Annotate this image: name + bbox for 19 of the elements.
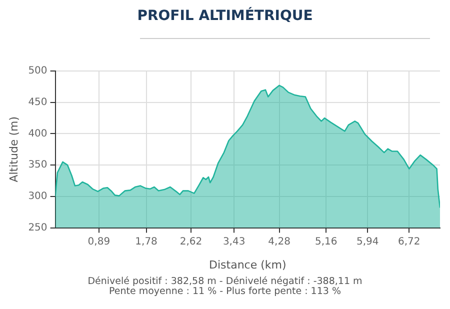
x-tick-label: 4,28: [268, 236, 290, 248]
y-tick-label: 300: [28, 191, 48, 202]
x-tick-label: 5,94: [356, 236, 379, 248]
x-tick-label: 0,89: [88, 236, 110, 248]
y-tick-label: 350: [28, 160, 48, 171]
chart-title: PROFIL ALTIMÉTRIQUE: [136, 8, 314, 24]
text: Dénivelé positif : 382,58 m - Dénivelé négatif : -388,11 m: [86, 276, 364, 287]
x-tick-label: 5,16: [314, 236, 338, 248]
y-tick-label: 400: [28, 128, 48, 140]
y-tick-label: 500: [28, 66, 48, 77]
y-tick-label: 250: [28, 222, 48, 234]
x-tick-label: 1,78: [135, 236, 158, 248]
x-axis-title: Distance (km): [209, 258, 286, 272]
y-tick-label: 450: [28, 96, 48, 108]
y-axis-title: Altitude (m): [7, 116, 20, 182]
x-tick-label: 6,72: [398, 236, 420, 248]
text: Pente moyenne : 11 % - Plus forte pente : 113 %: [108, 286, 342, 297]
x-tick-label: 3,43: [222, 236, 246, 248]
x-tick-label: 2,62: [180, 236, 202, 248]
